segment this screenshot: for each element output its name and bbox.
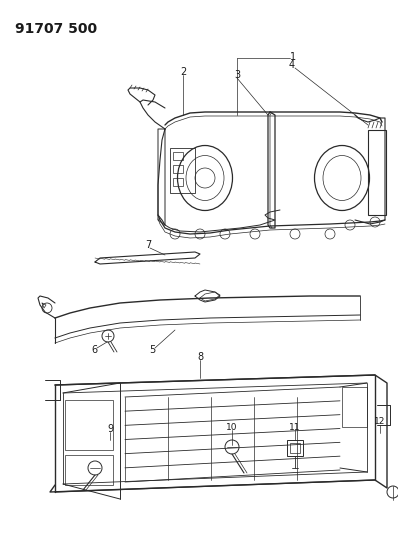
Text: 3: 3 [234,70,240,80]
Text: 5: 5 [149,345,155,355]
Bar [173,152,183,160]
Text: 1: 1 [290,52,296,62]
Bar [287,440,303,456]
Bar [65,455,113,485]
Text: 9: 9 [107,424,113,434]
Text: 7: 7 [145,240,151,250]
Text: 8: 8 [197,352,203,362]
Text: 12: 12 [374,417,386,426]
Text: 6: 6 [91,345,97,355]
Bar [368,130,386,215]
Text: 4: 4 [289,60,295,70]
Bar [65,400,113,450]
Bar [173,178,183,186]
Text: 10: 10 [226,423,238,432]
Text: 91707 500: 91707 500 [15,22,97,36]
Text: 2: 2 [180,67,186,77]
Text: 11: 11 [289,423,301,432]
Bar [173,165,183,173]
Bar [170,148,195,193]
Bar [342,387,367,427]
Bar [290,443,300,453]
